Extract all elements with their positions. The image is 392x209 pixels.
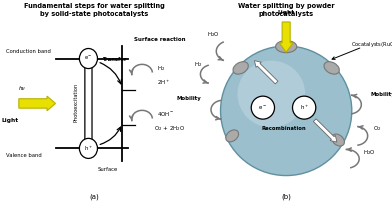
- Circle shape: [80, 48, 98, 69]
- Text: O$_2$ + 2H$_2$O: O$_2$ + 2H$_2$O: [154, 124, 185, 133]
- Text: e$^-$: e$^-$: [258, 104, 267, 112]
- Text: Mobility: Mobility: [370, 92, 392, 97]
- FancyArrow shape: [82, 52, 94, 144]
- Ellipse shape: [226, 130, 239, 142]
- Text: Transfer: Transfer: [102, 57, 126, 62]
- Text: (b): (b): [281, 193, 291, 200]
- Text: Recombination: Recombination: [261, 126, 306, 131]
- Text: Photoexcitation: Photoexcitation: [74, 83, 79, 122]
- FancyArrow shape: [254, 61, 278, 84]
- Text: Surface: Surface: [97, 167, 117, 172]
- FancyArrow shape: [279, 22, 293, 52]
- Circle shape: [80, 138, 98, 158]
- Text: Fundamental steps for water splitting
by solid-state photocatalysts: Fundamental steps for water splitting by…: [24, 3, 165, 17]
- Text: 4OH$^-$: 4OH$^-$: [157, 110, 175, 118]
- Text: Light: Light: [278, 10, 295, 15]
- Circle shape: [292, 96, 316, 119]
- Ellipse shape: [276, 41, 297, 53]
- Text: Valence band: Valence band: [5, 153, 42, 158]
- Text: Mobility: Mobility: [176, 96, 201, 101]
- Ellipse shape: [233, 62, 248, 74]
- Text: Cocatalysts(RuO$_2$): Cocatalysts(RuO$_2$): [351, 40, 392, 50]
- FancyArrow shape: [19, 96, 56, 111]
- Text: h$^+$: h$^+$: [299, 103, 309, 112]
- Text: H$_2$: H$_2$: [157, 65, 165, 73]
- Text: h$^+$: h$^+$: [84, 144, 93, 153]
- Text: H$_2$O: H$_2$O: [363, 148, 376, 157]
- Text: H$_2$O: H$_2$O: [207, 30, 220, 39]
- Circle shape: [251, 96, 274, 119]
- Ellipse shape: [324, 62, 339, 74]
- Text: O$_2$: O$_2$: [373, 124, 381, 133]
- Circle shape: [221, 46, 352, 176]
- Text: H$_2$: H$_2$: [194, 60, 202, 69]
- Text: (a): (a): [89, 193, 99, 200]
- Text: 2H$^+$: 2H$^+$: [157, 78, 171, 87]
- Circle shape: [238, 61, 305, 127]
- Text: hν: hν: [18, 86, 25, 91]
- Text: Water splitting by powder
photocatalysts: Water splitting by powder photocatalysts: [238, 3, 334, 17]
- Text: Conduction band: Conduction band: [5, 49, 51, 54]
- Text: Surface reaction: Surface reaction: [134, 37, 186, 42]
- Ellipse shape: [332, 134, 345, 146]
- Text: Light: Light: [2, 118, 19, 123]
- Text: e$^-$: e$^-$: [84, 55, 93, 62]
- FancyArrow shape: [313, 119, 337, 142]
